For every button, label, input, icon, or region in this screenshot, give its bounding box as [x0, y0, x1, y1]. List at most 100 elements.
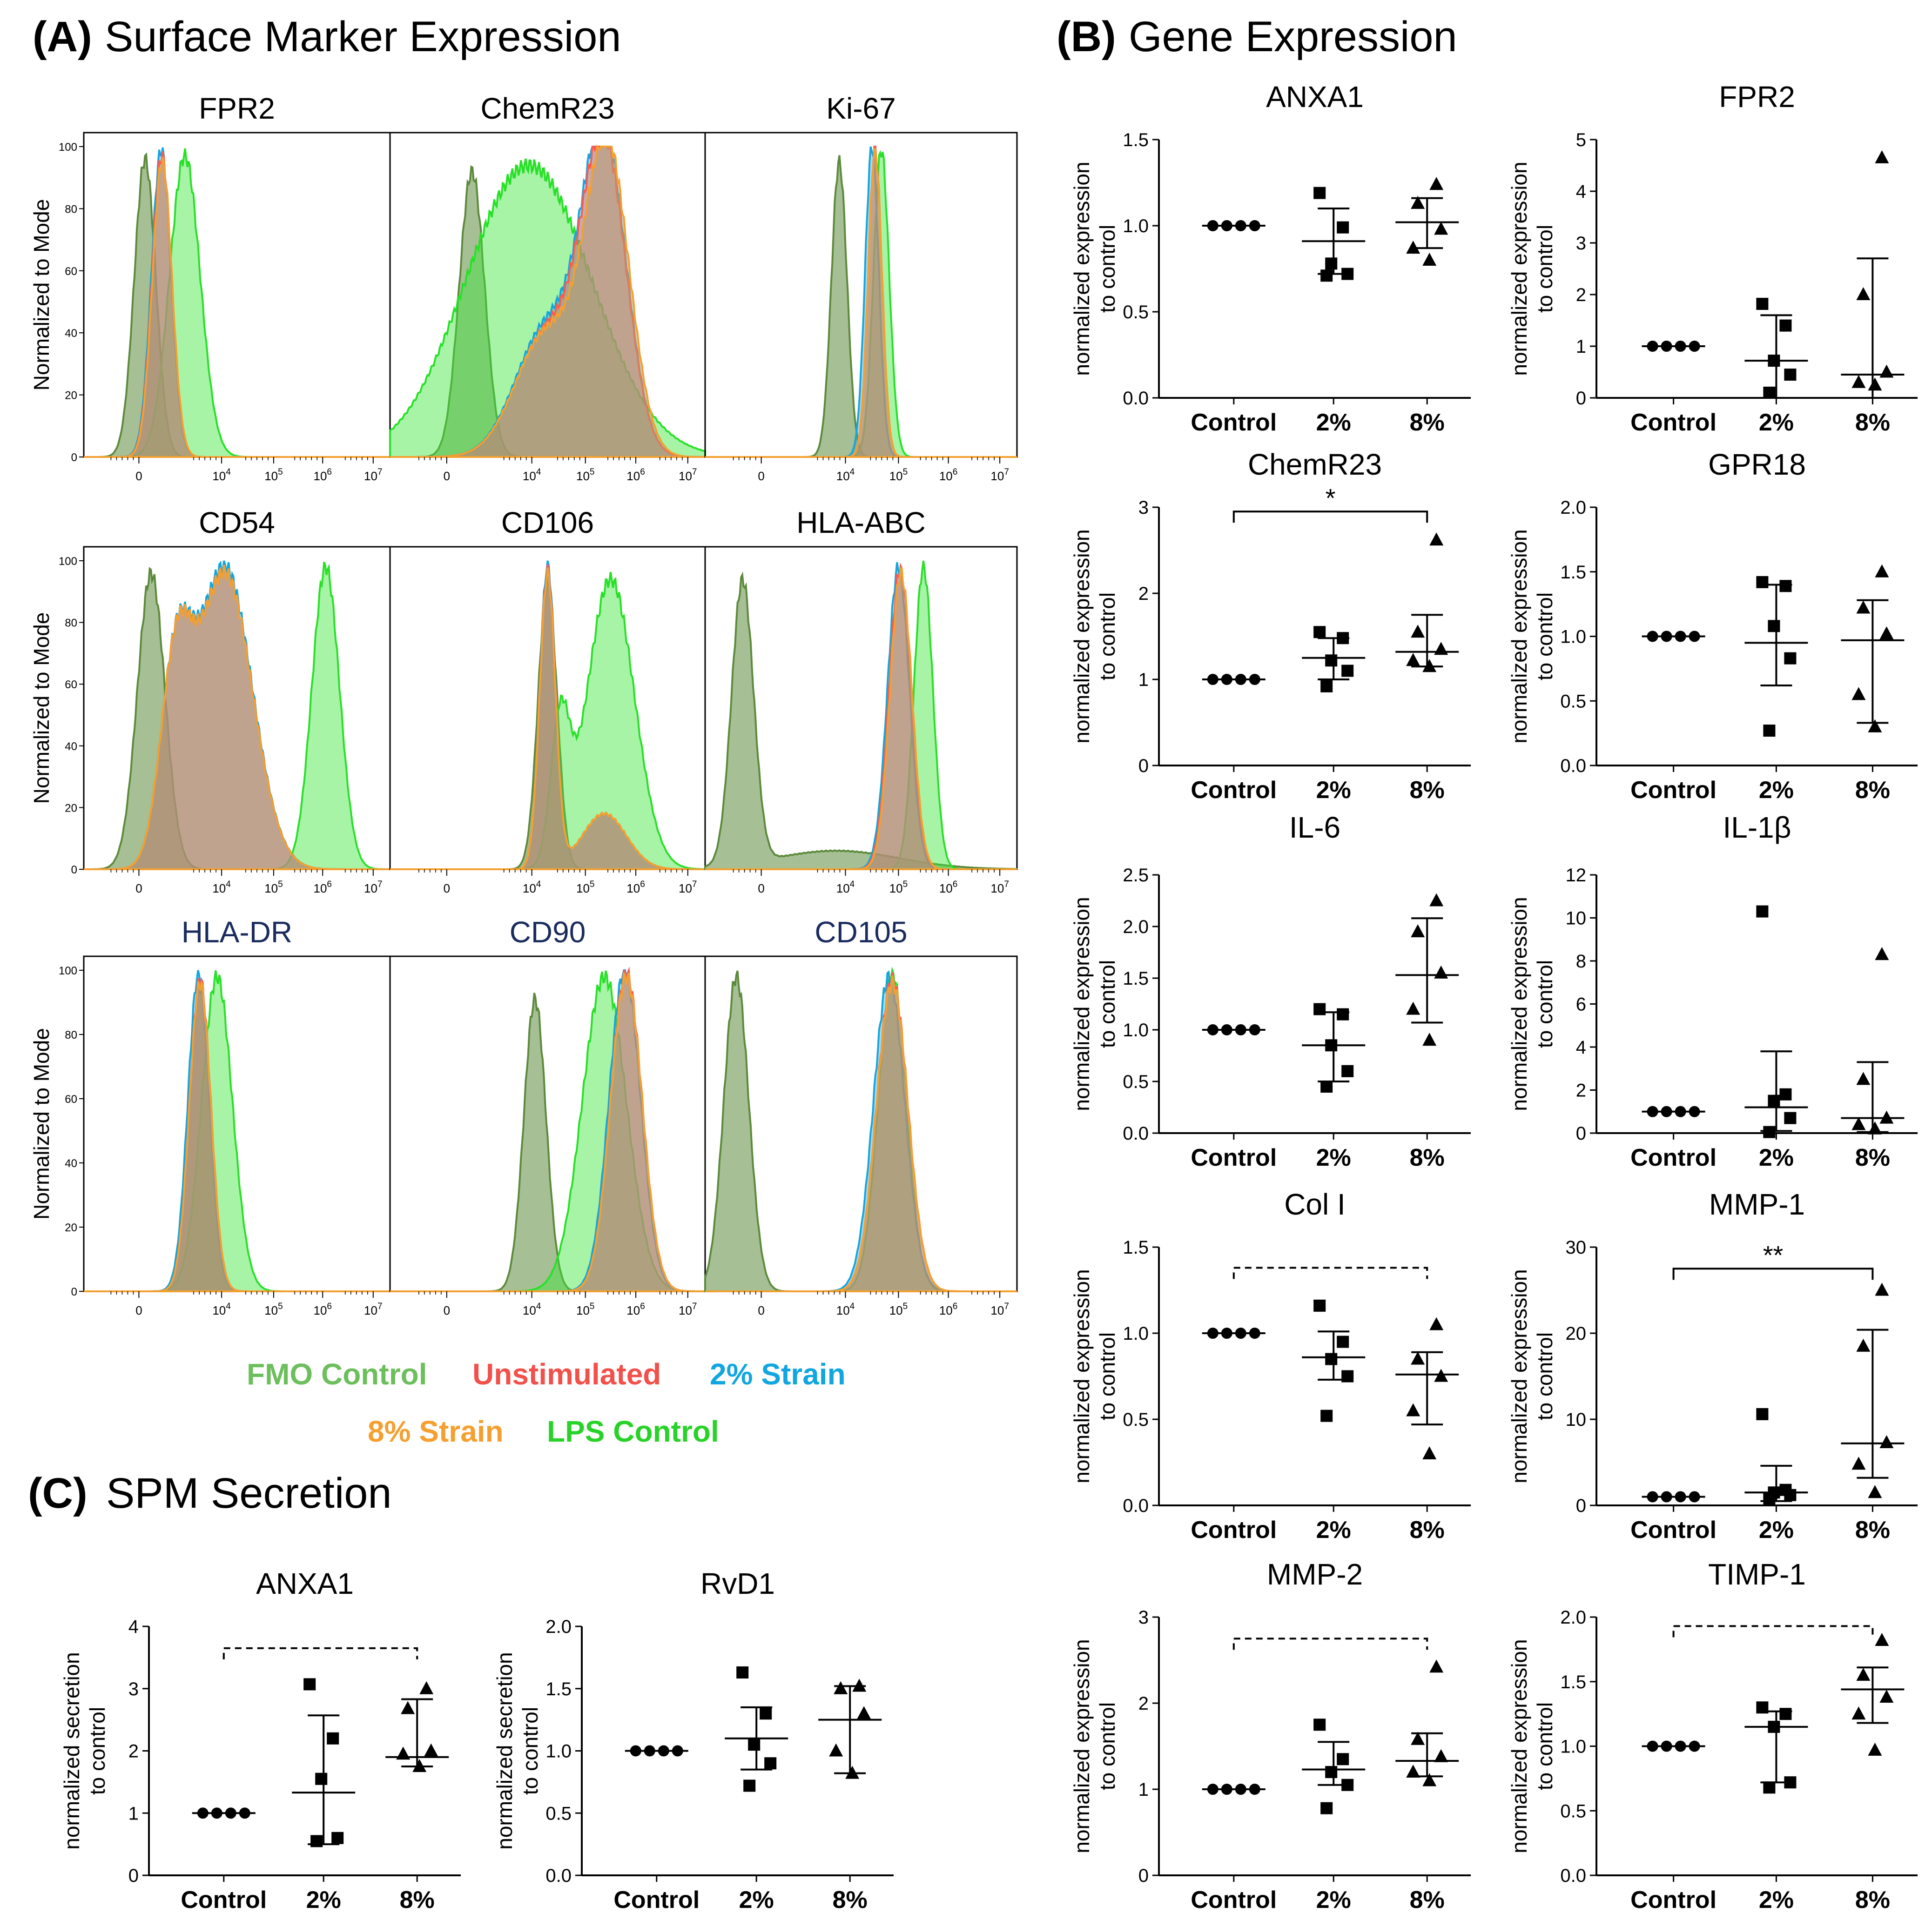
dot-plot-y-axis-label: normalized expressionto control: [1507, 897, 1557, 1111]
histogram-title: ChemR23: [480, 92, 614, 125]
strain2-point: [1763, 1781, 1776, 1794]
dot-plot-x-tick-label: 2%: [306, 1887, 341, 1914]
histogram-x-tick-label: 0: [444, 469, 450, 483]
panel-c-letter: (C): [28, 1470, 88, 1517]
histogram-x-tick-label: 0: [135, 469, 142, 483]
dot-plot-y-axis-label: normalized expressionto control: [1070, 1639, 1119, 1853]
histogram-x-tick-exponent: 4: [536, 1302, 541, 1311]
legend-label-unstimulated: Unstimulated: [472, 1357, 661, 1391]
dot-plot-y-tick-label: 2: [1576, 285, 1586, 305]
dot-plot: TIMP-1 0.0 0.5 1.0 1.5 2.0 Control 2% 8% normaliz…: [1507, 1558, 1918, 1914]
histogram-y-axis-label: Normalized to Mode: [29, 612, 54, 804]
strain2-point: [1325, 257, 1338, 270]
dot-plot-y-tick-label: 1.0: [1123, 216, 1149, 236]
dot-plot-y-tick-label: 0.0: [1123, 1123, 1149, 1144]
strain2-point: [1313, 1719, 1326, 1731]
histogram-y-tick-label: 60: [65, 1093, 77, 1106]
histogram-x-tick-label: 105: [576, 467, 595, 483]
histogram-x-tick-label: 106: [626, 1302, 645, 1317]
histogram-x-tick-exponent: 5: [278, 1302, 283, 1311]
strain8-point: [1434, 222, 1448, 235]
strain2-point: [1784, 652, 1797, 665]
strain2-point: [1784, 1489, 1797, 1501]
dot-plot-y-axis-label-line: to control: [1095, 225, 1119, 313]
histogram-y-tick-label: 0: [71, 864, 77, 876]
strain2-point: [1337, 1753, 1349, 1766]
dot-plot-x-tick-label: Control: [613, 1887, 700, 1914]
dot-plot-x-tick-label: 2%: [1316, 1887, 1351, 1914]
strain8-point: [1879, 1690, 1894, 1703]
panel-a-letter: (A): [33, 13, 92, 60]
dot-plot-y-axis-label: normalized expressionto control: [1507, 1269, 1557, 1483]
dot-plot-y-tick-label: 0.0: [545, 1866, 572, 1886]
histogram-plot: CD54 0 104 105 106 107 0 20 40 60 80 100 Normalized …: [29, 506, 391, 895]
dot-plot-y-axis-label-line: normalized expression: [1070, 1269, 1094, 1483]
dot-plot-x-tick-label: Control: [1191, 777, 1277, 804]
strain8-point: [1868, 1485, 1882, 1498]
significance-bracket: [1672, 1268, 1874, 1280]
dot-plot-x-tick-label: Control: [1630, 777, 1717, 804]
histogram-y-tick-label: 40: [65, 327, 77, 340]
strain8-point: [1868, 377, 1882, 391]
dot-plot-y-tick-label: 8: [1576, 951, 1586, 972]
dot-plot-x-tick-label: 8%: [833, 1887, 868, 1914]
histogram-x-tick-label: 104: [212, 1302, 231, 1317]
strain2-point: [1763, 386, 1776, 399]
strain2-point: [1313, 1003, 1326, 1015]
histogram-x-tick-label: 107: [679, 880, 697, 895]
histogram-series-strain8: [390, 567, 705, 870]
histogram-series-lps: [84, 970, 390, 1292]
dot-plot-y-tick-label: 3: [1138, 1607, 1149, 1628]
histogram-y-tick-label: 100: [59, 555, 77, 568]
strain8-point: [1434, 965, 1448, 979]
histogram-x-tick-label: 107: [990, 880, 1009, 895]
histogram-x-tick-exponent: 5: [590, 1302, 595, 1311]
dot-plot-y-tick-label: 4: [1576, 181, 1586, 202]
dot-plot-y-tick-label: 3: [1138, 497, 1149, 518]
dot-plot-x-tick-label: 2%: [1759, 1517, 1794, 1544]
histogram-x-tick-label: 105: [889, 880, 908, 895]
dot-plot-x-tick-label: 8%: [400, 1887, 435, 1914]
histogram-x-tick-label: 107: [679, 1302, 697, 1317]
dot-plot-y-tick-label: 0: [1138, 1866, 1149, 1886]
dot-plot-y-tick-label: 0: [1138, 756, 1149, 776]
histogram-x-tick-exponent: 6: [640, 880, 645, 889]
strain2-point: [1779, 319, 1792, 332]
strain2-point: [1320, 269, 1333, 282]
histogram-y-tick-label: 100: [59, 965, 77, 977]
histogram-x-tick-exponent: 7: [692, 1302, 697, 1311]
dot-plot-y-tick-label: 10: [1566, 1410, 1587, 1430]
dot-plot-y-axis-label-line: normalized expression: [1507, 161, 1531, 376]
histogram-x-tick-exponent: 6: [327, 880, 332, 889]
dot-plot-y-axis-label-line: to control: [1095, 592, 1119, 680]
strain8-point: [1879, 626, 1894, 639]
legend-label-lps-control: LPS Control: [547, 1415, 719, 1448]
histogram-y-tick-label: 40: [65, 1157, 77, 1170]
dot-plot-y-axis-label-line: to control: [85, 1707, 109, 1795]
histogram-x-tick-exponent: 7: [1004, 467, 1009, 477]
dot-plot-y-tick-label: 1.5: [1123, 968, 1149, 989]
histogram-x-tick-exponent: 5: [903, 880, 908, 889]
dot-plot-y-tick-label: 2: [128, 1741, 139, 1762]
dot-plot-title: ANXA1: [1266, 80, 1364, 114]
dot-plot-y-tick-label: 1.5: [1560, 1672, 1586, 1692]
histogram-x-tick-exponent: 4: [536, 467, 541, 477]
dot-plot-y-tick-label: 5: [1576, 130, 1586, 150]
histogram-y-tick-label: 80: [65, 1029, 77, 1041]
strain8-point: [1875, 1632, 1889, 1646]
histogram-x-tick-exponent: 7: [1004, 880, 1009, 889]
dot-plot-x-tick-label: 2%: [1759, 777, 1794, 804]
histogram-x-tick-label: 106: [626, 880, 645, 895]
histogram-x-tick-label: 0: [444, 881, 450, 895]
strain2-point: [303, 1678, 316, 1691]
dot-plot-x-tick-label: 8%: [1410, 777, 1445, 804]
strain8-point: [1851, 375, 1866, 388]
dot-plot-y-axis-label: normalized expressionto control: [1070, 161, 1119, 376]
histogram-x-tick-label: 0: [758, 881, 764, 895]
histogram-x-tick-label: 106: [313, 1302, 332, 1317]
strain8-point: [1856, 600, 1871, 614]
strain2-point: [310, 1835, 323, 1847]
histogram-x-tick-exponent: 6: [953, 880, 958, 889]
dot-plot-y-tick-label: 6: [1576, 994, 1586, 1015]
histogram-x-tick-exponent: 5: [278, 880, 283, 889]
